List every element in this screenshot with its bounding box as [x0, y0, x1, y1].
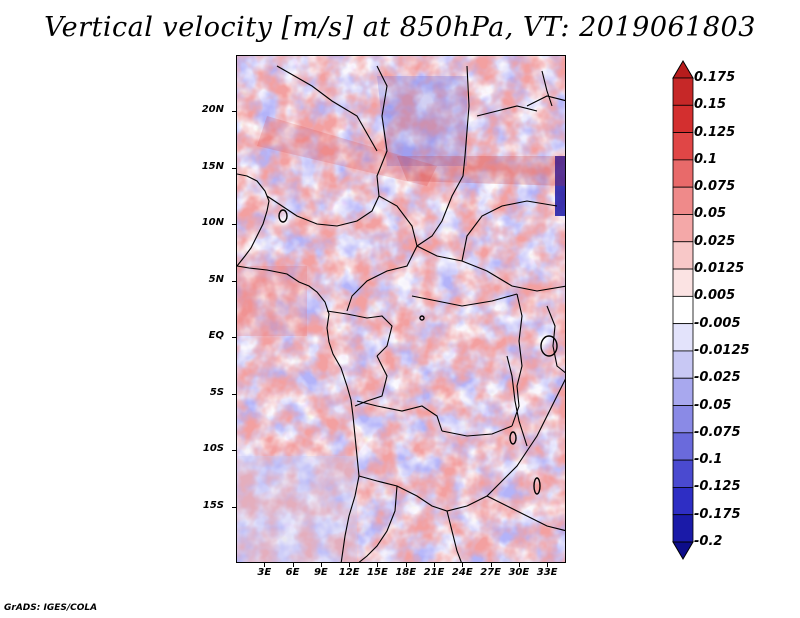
colorbar-label: 0.075 [694, 179, 736, 195]
lat-tick-label: EQ [208, 330, 224, 342]
colorbar-swatch [672, 405, 694, 434]
lon-tick-mark [490, 563, 492, 567]
lon-tick-mark [320, 563, 322, 567]
lon-tick-mark [462, 563, 464, 567]
lon-tick-label: 15E [367, 567, 388, 578]
lon-tick-label: 9E [313, 567, 328, 578]
colorbar-label: -0.0125 [694, 342, 750, 358]
lon-tick-mark [377, 563, 379, 567]
lat-tick-label: 5N [208, 273, 224, 285]
lon-tick-mark [405, 563, 407, 567]
lon-tick-label: 27E [480, 567, 501, 578]
colorbar-label: -0.005 [694, 315, 741, 331]
colorbar-swatch [672, 104, 694, 133]
colorbar-swatch [672, 241, 694, 270]
colorbar-label: 0.1 [694, 151, 718, 167]
lon-tick-label: 18E [395, 567, 417, 578]
colorbar-label: 0.175 [694, 70, 736, 85]
lon-tick-mark [264, 563, 266, 567]
lon-tick-mark [547, 563, 549, 567]
map-title: Vertical velocity [m/s] at 850hPa, VT: 2… [44, 12, 756, 43]
colorbar-swatch [672, 323, 694, 352]
map-plot-area [236, 55, 566, 563]
lat-tick-mark [232, 280, 236, 282]
colorbar-swatch [672, 487, 694, 516]
lat-tick-label: 10N [201, 217, 224, 229]
lon-tick-mark [292, 563, 294, 567]
lat-tick-label: 15N [201, 160, 224, 172]
lon-tick-mark [518, 563, 520, 567]
colorbar-label: -0.025 [694, 370, 741, 386]
lat-tick-label: 5S [209, 386, 224, 398]
colorbar-label: -0.1 [694, 452, 723, 468]
grads-credit: GrADS: IGES/COLA [4, 603, 98, 613]
colorbar-bottom-arrow [672, 541, 694, 560]
lat-tick-mark [232, 450, 236, 452]
colorbar-label: 0.05 [694, 206, 727, 222]
colorbar-swatch [672, 159, 694, 188]
vertical-velocity-field [237, 56, 565, 562]
lon-tick-label: 30E [508, 567, 530, 578]
colorbar-swatch [672, 214, 694, 243]
lon-tick-label: 6E [285, 567, 300, 578]
colorbar-label: 0.005 [694, 288, 736, 304]
lat-tick-mark [232, 167, 236, 169]
colorbar-label: 0.15 [694, 97, 727, 113]
lat-tick-mark [232, 506, 236, 508]
colorbar-label: 0.125 [694, 124, 736, 140]
colorbar-label: 0.025 [694, 233, 736, 249]
lat-tick-mark [232, 224, 236, 226]
lat-tick-label: 15S [202, 499, 224, 511]
colorbar-swatch [672, 77, 694, 106]
colorbar-swatch [672, 432, 694, 461]
lon-tick-label: 21E [423, 567, 445, 578]
colorbar-swatch [672, 377, 694, 406]
colorbar-swatch [672, 350, 694, 379]
colorbar [672, 60, 694, 560]
colorbar-swatch [672, 132, 694, 161]
lat-tick-mark [232, 393, 236, 395]
colorbar-label: -0.05 [694, 397, 732, 413]
lat-tick-label: 20N [201, 104, 224, 116]
colorbar-label: 0.0125 [694, 261, 745, 277]
lat-tick-mark [232, 111, 236, 113]
colorbar-label: -0.2 [694, 534, 723, 549]
lat-tick-label: 10S [202, 443, 224, 455]
lon-tick-label: 3E [257, 567, 272, 578]
colorbar-label: -0.125 [694, 479, 741, 495]
lon-tick-label: 12E [338, 567, 360, 578]
lon-tick-label: 33E [536, 567, 558, 578]
colorbar-swatch [672, 186, 694, 215]
lon-tick-mark [349, 563, 351, 567]
lon-tick-mark [434, 563, 435, 567]
lat-tick-mark [232, 337, 236, 339]
colorbar-top-arrow [672, 60, 694, 79]
colorbar-swatch [672, 295, 694, 325]
colorbar-label: -0.175 [694, 506, 741, 522]
colorbar-swatch [672, 268, 694, 297]
colorbar-swatch [672, 459, 694, 488]
lon-tick-label: 24E [451, 567, 473, 578]
colorbar-label: -0.075 [694, 424, 741, 440]
colorbar-swatch [672, 514, 694, 543]
